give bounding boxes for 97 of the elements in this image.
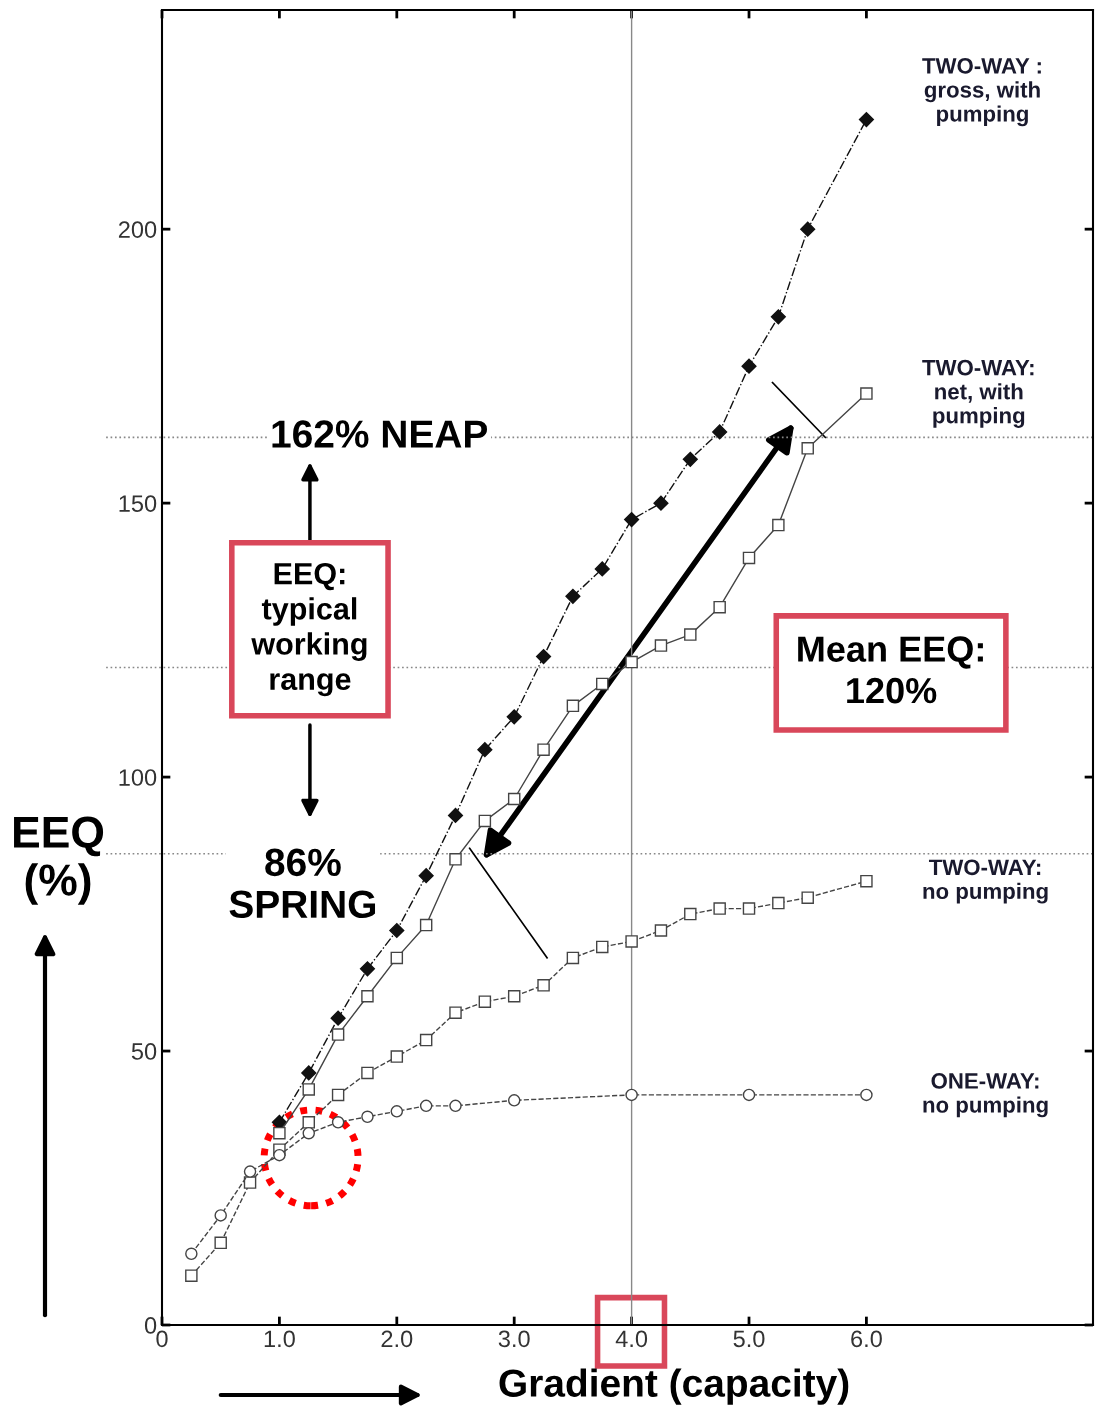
point	[507, 792, 521, 806]
point	[801, 442, 814, 455]
ref-line-label: 86% SPRING	[229, 848, 376, 919]
x-tick-label: 2.0	[381, 1330, 413, 1348]
point	[684, 907, 697, 921]
point	[478, 995, 492, 1008]
point	[860, 1088, 873, 1102]
point	[214, 1236, 227, 1250]
point	[858, 112, 874, 128]
x-tick-label: 6.0	[851, 1330, 882, 1348]
point	[506, 709, 522, 725]
y-axis-title: EEQ (%)	[14, 816, 104, 905]
point	[273, 1126, 286, 1140]
point	[507, 989, 521, 1003]
point	[419, 1099, 433, 1113]
point	[742, 551, 756, 565]
y-tick-label: 200	[118, 221, 157, 238]
point	[449, 853, 462, 866]
point	[682, 451, 698, 467]
point	[801, 891, 814, 904]
point	[742, 1088, 756, 1102]
point	[214, 1209, 227, 1222]
point	[301, 1065, 317, 1081]
point	[565, 588, 581, 604]
x-tick-label: 3.0	[498, 1330, 530, 1348]
point	[302, 1083, 316, 1096]
x-tick-label: 5.0	[733, 1330, 765, 1348]
point	[712, 424, 728, 440]
point	[243, 1165, 257, 1178]
y-tick-label: 150	[119, 495, 157, 512]
point	[654, 639, 668, 652]
point	[331, 1088, 345, 1102]
point	[331, 1028, 345, 1041]
point	[185, 1269, 198, 1282]
point	[713, 902, 726, 915]
point	[331, 1116, 345, 1129]
point	[713, 600, 726, 614]
point	[742, 902, 756, 915]
point	[478, 814, 492, 828]
point	[535, 648, 552, 665]
point	[477, 742, 493, 758]
point	[537, 979, 550, 992]
point	[302, 1116, 316, 1129]
point	[361, 1066, 374, 1080]
point	[273, 1148, 286, 1162]
text: ONE-WAY: no pumping	[923, 1073, 1048, 1118]
point	[653, 495, 669, 511]
point	[418, 868, 434, 884]
point	[596, 677, 609, 691]
x-axis-title: Gradient (capacity)	[499, 1368, 849, 1405]
point	[419, 918, 433, 932]
point	[449, 1099, 462, 1113]
point	[860, 387, 873, 400]
annotation: Mean EEQ: 120%	[798, 636, 983, 704]
point	[625, 935, 638, 948]
x-tick-label: 4.0	[615, 1330, 648, 1348]
point	[185, 1247, 198, 1261]
point	[566, 699, 580, 713]
point	[361, 1110, 374, 1124]
point	[772, 896, 785, 910]
point	[390, 951, 404, 965]
y-tick-label: 100	[119, 769, 157, 786]
point	[594, 561, 610, 577]
point	[770, 309, 786, 325]
y-tick-label: 0	[144, 1317, 157, 1334]
point	[684, 628, 697, 641]
point	[389, 922, 405, 939]
point	[419, 1033, 433, 1047]
point	[359, 961, 376, 977]
point	[390, 1105, 404, 1118]
point	[625, 1088, 638, 1102]
annotation: EEQ: typical working range	[251, 562, 367, 697]
point	[800, 221, 816, 237]
point	[361, 989, 374, 1003]
x-tick-label: 0	[156, 1330, 168, 1348]
point	[596, 940, 609, 954]
y-tick-label: 50	[131, 1043, 157, 1060]
text: TWO-WAY: no pumping	[923, 859, 1048, 904]
ref-line-label: 162% NEAP	[272, 420, 488, 448]
text: TWO-WAY: net, with pumping	[922, 359, 1034, 428]
point	[860, 874, 873, 888]
point	[302, 1126, 316, 1140]
point	[243, 1176, 257, 1189]
point	[566, 951, 580, 965]
point	[741, 358, 757, 374]
point	[654, 924, 668, 937]
x-tick-label: 1.0	[264, 1330, 295, 1348]
point	[507, 1094, 521, 1107]
text: TWO-WAY : gross, with pumping	[922, 58, 1041, 127]
point	[330, 1010, 346, 1026]
point	[772, 518, 785, 532]
point	[624, 511, 640, 528]
point	[625, 655, 638, 669]
point	[537, 743, 550, 756]
point	[390, 1050, 404, 1063]
point	[449, 1006, 462, 1019]
point	[447, 807, 464, 824]
